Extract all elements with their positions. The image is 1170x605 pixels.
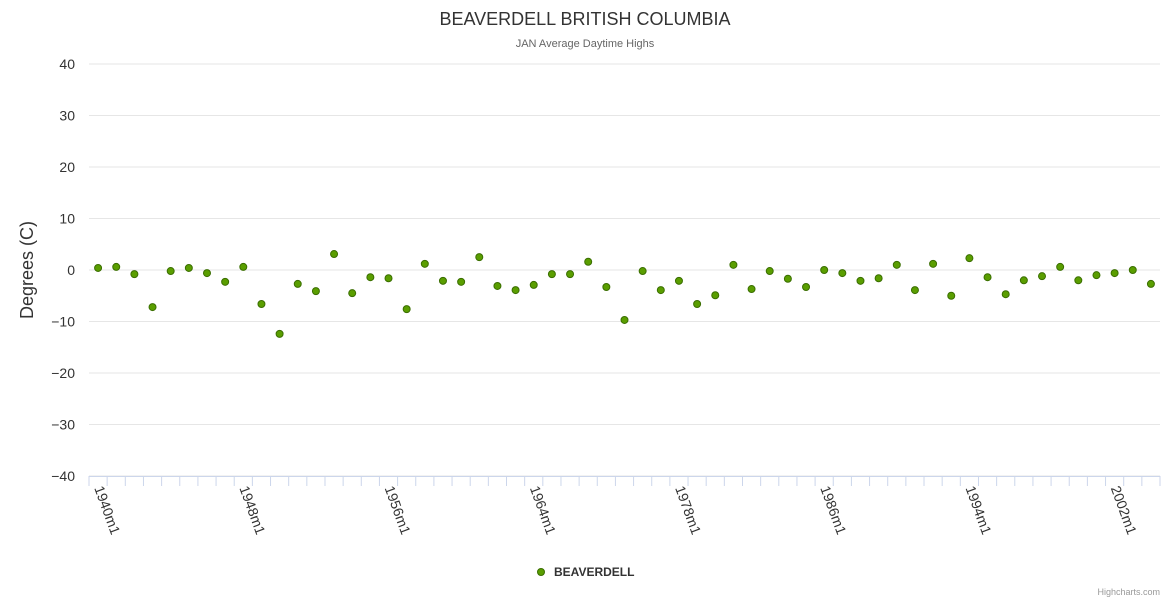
data-point[interactable]	[166, 267, 175, 276]
data-point[interactable]	[1146, 279, 1155, 288]
y-tick-label: 20	[59, 159, 75, 175]
chart-subtitle: JAN Average Daytime Highs	[516, 38, 655, 50]
data-point[interactable]	[475, 253, 484, 262]
data-point[interactable]	[547, 270, 556, 279]
data-point[interactable]	[493, 281, 502, 290]
y-tick-label: −10	[51, 314, 75, 330]
data-point[interactable]	[420, 259, 429, 268]
data-point[interactable]	[674, 276, 683, 285]
y-tick-label: 40	[59, 56, 75, 72]
data-point[interactable]	[602, 282, 611, 291]
chart-title: BEAVERDELL BRITISH COLUMBIA	[439, 9, 730, 29]
data-point[interactable]	[202, 269, 211, 278]
data-point[interactable]	[1074, 276, 1083, 285]
x-tick-label: 1964m1	[527, 484, 559, 537]
x-tick-label: 1956m1	[382, 484, 414, 537]
y-tick-label: −20	[51, 365, 75, 381]
data-point[interactable]	[711, 291, 720, 300]
x-tick-label: 2002m1	[1108, 484, 1140, 537]
data-point[interactable]	[910, 286, 919, 295]
data-point[interactable]	[874, 274, 883, 283]
y-tick-label: −30	[51, 417, 75, 433]
data-point[interactable]	[1128, 266, 1137, 274]
data-point[interactable]	[257, 299, 266, 308]
x-tick-label: 1978m1	[672, 484, 704, 537]
x-tick-label: 1994m1	[963, 484, 995, 537]
data-point[interactable]	[330, 250, 339, 259]
data-point[interactable]	[783, 274, 792, 283]
data-point[interactable]	[348, 289, 357, 298]
data-point[interactable]	[929, 259, 938, 268]
data-point[interactable]	[802, 282, 811, 291]
data-point[interactable]	[184, 263, 193, 272]
data-point[interactable]	[366, 273, 375, 282]
data-point[interactable]	[620, 315, 629, 324]
data-point[interactable]	[438, 276, 447, 285]
data-point[interactable]	[584, 257, 593, 266]
x-tick-label: 1940m1	[91, 484, 123, 537]
data-point[interactable]	[747, 285, 756, 294]
y-tick-label: 0	[67, 262, 75, 278]
y-tick-label: 30	[59, 108, 75, 124]
y-axis-label: Degrees (C)	[17, 221, 37, 319]
data-point[interactable]	[402, 305, 411, 314]
data-point[interactable]	[656, 286, 665, 295]
data-point[interactable]	[838, 269, 847, 278]
data-point[interactable]	[457, 277, 466, 286]
data-point[interactable]	[112, 262, 121, 271]
data-point[interactable]	[148, 303, 157, 312]
data-point[interactable]	[856, 276, 865, 285]
data-point[interactable]	[693, 299, 702, 308]
data-point[interactable]	[1019, 276, 1028, 285]
data-point[interactable]	[529, 280, 538, 289]
data-point[interactable]	[1110, 269, 1119, 278]
x-tick-label: 1986m1	[817, 484, 849, 537]
data-point[interactable]	[275, 329, 284, 338]
data-point[interactable]	[311, 287, 320, 296]
data-point[interactable]	[983, 273, 992, 282]
legend[interactable]: BEAVERDELL	[537, 565, 635, 579]
data-point[interactable]	[820, 266, 829, 274]
data-point[interactable]	[511, 286, 520, 295]
data-point[interactable]	[221, 277, 230, 286]
data-point[interactable]	[566, 270, 575, 279]
data-point[interactable]	[729, 260, 738, 269]
data-point[interactable]	[947, 291, 956, 300]
data-point[interactable]	[1056, 262, 1065, 271]
credits[interactable]: Highcharts.com	[1097, 587, 1160, 597]
data-point[interactable]	[94, 263, 103, 272]
data-point[interactable]	[130, 270, 139, 279]
y-tick-label: −40	[51, 468, 75, 484]
y-tick-label: 10	[59, 211, 75, 227]
data-point[interactable]	[1092, 271, 1101, 280]
data-point[interactable]	[1001, 290, 1010, 299]
data-point[interactable]	[384, 274, 393, 283]
data-point[interactable]	[892, 260, 901, 269]
legend-marker	[537, 568, 545, 576]
data-point[interactable]	[293, 279, 302, 288]
data-point[interactable]	[965, 254, 974, 263]
x-tick-label: 1948m1	[236, 484, 268, 537]
legend-item-beaverdell[interactable]: BEAVERDELL	[554, 565, 634, 579]
data-point[interactable]	[239, 262, 248, 271]
data-point[interactable]	[638, 267, 647, 276]
data-point[interactable]	[1038, 272, 1047, 281]
data-point[interactable]	[765, 267, 774, 276]
